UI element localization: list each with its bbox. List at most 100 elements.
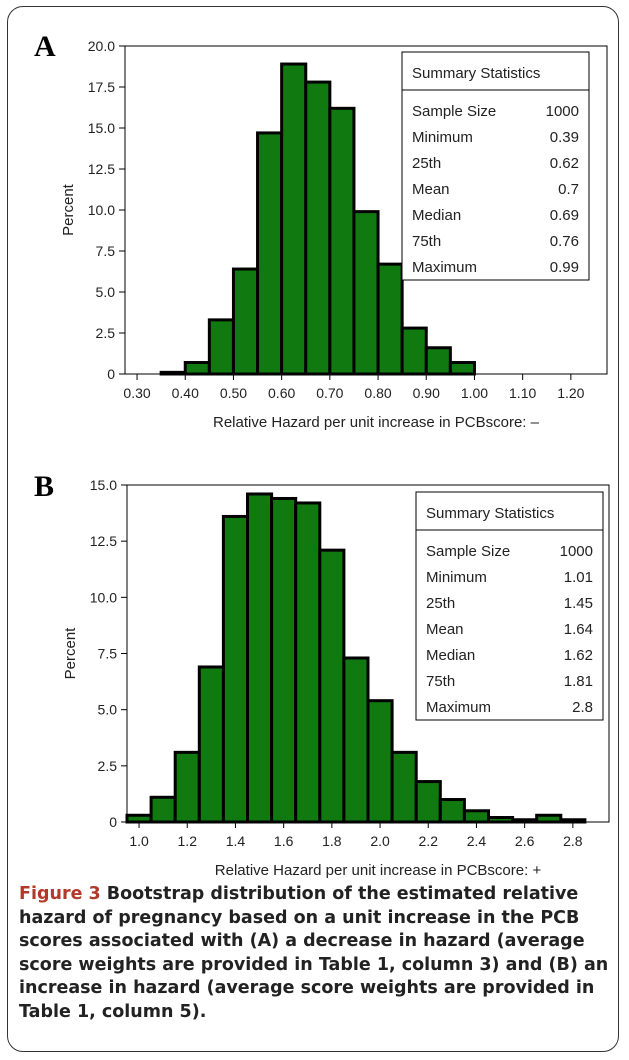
histogram-bar-17 <box>535 813 563 824</box>
y-tick-label: 15.0 <box>88 120 115 136</box>
y-tick-label: 2.5 <box>98 758 118 774</box>
histogram-b: 0 2.5 5.0 7.5 10.0 12.5 15.0 1.0 1.2 1.4 1.6 1.8 2.0… <box>62 477 610 879</box>
x-tick-label: 0.30 <box>123 385 150 401</box>
histogram-bar-12 <box>448 361 476 376</box>
summary-stat-value: 1.01 <box>564 569 593 586</box>
summary-stat-value: 1.45 <box>564 595 593 612</box>
summary-stat-value: 0.76 <box>550 233 579 250</box>
summary-stat-value: 2.8 <box>572 699 593 716</box>
histogram-bar-1 <box>149 795 177 824</box>
x-tick-label: 1.20 <box>557 385 584 401</box>
y-tick-label: 2.5 <box>96 325 116 341</box>
caption-text: Bootstrap distribution of the estimated … <box>19 884 609 1022</box>
histogram-bar-8 <box>352 210 380 376</box>
histogram-bar-6 <box>270 496 298 824</box>
histogram-a: 0 2.5 5.0 7.5 10.0 12.5 15.0 17.5 20.0 0.30 0.40 0.… <box>60 38 608 431</box>
histogram-bar-8 <box>318 548 346 824</box>
histogram-bar-7 <box>328 106 356 376</box>
summary-stat-label: Median <box>426 647 475 664</box>
histogram-bar-9 <box>342 656 370 824</box>
summary-stat-label: 75th <box>426 673 455 690</box>
histogram-bar-0 <box>125 813 153 824</box>
histogram-bar-5 <box>246 492 274 824</box>
histogram-bar-4 <box>221 514 249 824</box>
histogram-bar-2 <box>173 750 201 824</box>
histogram-bar-11 <box>390 750 418 824</box>
summary-stat-value: 1.81 <box>564 673 593 690</box>
y-tick-label: 10.0 <box>88 202 115 218</box>
x-tick-label: 1.6 <box>274 833 294 849</box>
summary-stat-label: Median <box>412 207 461 224</box>
panel-a-letter: A <box>34 30 56 63</box>
histogram-bar-15 <box>487 816 515 824</box>
histogram-bar-10 <box>366 699 394 824</box>
summary-stat-label: Minimum <box>426 569 487 586</box>
x-tick-label: 0.90 <box>413 385 440 401</box>
x-tick-label: 1.00 <box>461 385 488 401</box>
summary-stat-value: 0.39 <box>550 129 579 146</box>
summary-stat-value: 1000 <box>560 543 593 560</box>
histogram-bar-11 <box>424 346 452 376</box>
x-tick-label: 0.50 <box>220 385 247 401</box>
x-tick-label: 2.8 <box>563 833 583 849</box>
y-tick-label: 7.5 <box>98 646 118 662</box>
x-tick-label: 0.80 <box>364 385 391 401</box>
y-axis-label: Percent <box>60 183 77 236</box>
summary-stat-value: 0.99 <box>550 259 579 276</box>
x-tick-label: 0.40 <box>172 385 199 401</box>
histogram-bar-3 <box>231 267 260 376</box>
summary-stat-label: Sample Size <box>426 543 510 560</box>
histogram-bar-18 <box>559 818 587 824</box>
x-tick-label: 2.0 <box>370 833 390 849</box>
summary-stat-value: 0.7 <box>558 181 579 198</box>
histogram-bar-9 <box>376 262 404 376</box>
summary-stat-label: Maximum <box>412 259 477 276</box>
summary-stat-value: 0.62 <box>550 155 579 172</box>
y-tick-label: 20.0 <box>88 38 115 54</box>
y-tick-label: 10.0 <box>90 589 117 605</box>
y-tick-label: 15.0 <box>90 477 117 493</box>
summary-stat-label: Mean <box>426 621 464 638</box>
histogram-bar-13 <box>438 798 466 824</box>
panel-b-letter: B <box>34 470 55 503</box>
summary-stats-title: Summary Statistics <box>412 65 540 82</box>
summary-stat-value: 1000 <box>546 103 579 120</box>
caption-label: Figure 3 <box>19 884 101 904</box>
y-tick-label: 5.0 <box>98 702 118 718</box>
x-axis-label: Relative Hazard per unit increase in PCB… <box>213 414 540 431</box>
summary-stat-label: Mean <box>412 181 450 198</box>
summary-stat-value: 1.64 <box>564 621 593 638</box>
summary-stat-value: 0.69 <box>550 207 579 224</box>
x-tick-label: 0.70 <box>316 385 343 401</box>
summary-stat-label: 75th <box>412 233 441 250</box>
summary-stat-label: 25th <box>412 155 441 172</box>
histogram-bar-3 <box>197 665 225 824</box>
histogram-bar-6 <box>304 80 332 376</box>
histogram-bar-5 <box>280 62 308 376</box>
x-tick-label: 1.10 <box>509 385 536 401</box>
x-tick-label: 1.8 <box>322 833 342 849</box>
y-tick-label: 0 <box>107 366 115 382</box>
histogram-bar-2 <box>207 318 235 376</box>
summary-stats-title: Summary Statistics <box>426 505 554 522</box>
x-tick-label: 0.60 <box>268 385 295 401</box>
x-tick-label: 2.6 <box>515 833 535 849</box>
x-tick-label: 2.4 <box>467 833 487 849</box>
y-tick-label: 17.5 <box>88 79 115 95</box>
x-tick-label: 1.0 <box>129 833 149 849</box>
histogram-bar-12 <box>414 780 442 824</box>
histogram-bar-14 <box>462 809 490 824</box>
summary-stat-label: Maximum <box>426 699 491 716</box>
summary-stat-value: 1.62 <box>564 647 593 664</box>
figure-caption: Figure 3 Bootstrap distribution of the e… <box>19 883 615 1024</box>
histogram-bar-7 <box>294 501 322 824</box>
summary-stat-label: Sample Size <box>412 103 496 120</box>
x-tick-label: 2.2 <box>419 833 439 849</box>
y-tick-label: 7.5 <box>96 243 116 259</box>
summary-stat-label: 25th <box>426 595 455 612</box>
y-tick-label: 12.5 <box>88 161 115 177</box>
x-tick-label: 1.2 <box>178 833 198 849</box>
y-axis-label: Percent <box>62 627 79 680</box>
y-tick-label: 5.0 <box>96 284 116 300</box>
histogram-bar-10 <box>400 326 428 376</box>
